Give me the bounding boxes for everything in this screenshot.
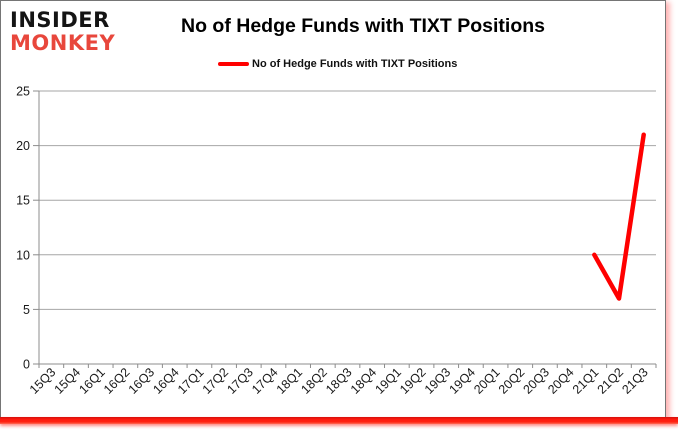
x-axis-label: 20Q2 — [496, 365, 528, 397]
chart-canvas: 051015202515Q315Q416Q116Q216Q316Q417Q117… — [16, 85, 657, 397]
x-axis-label: 21Q2 — [595, 365, 627, 397]
x-axis-label: 17Q2 — [200, 365, 232, 397]
x-axis-label: 19Q1 — [372, 365, 404, 397]
x-axis-label: 20Q4 — [545, 365, 577, 397]
y-axis-label: 10 — [16, 248, 30, 262]
y-axis-label: 25 — [16, 85, 30, 99]
logo-line-monkey: MONKEY — [10, 31, 116, 55]
x-axis-label: 16Q3 — [126, 365, 158, 397]
x-axis-label: 17Q1 — [175, 365, 207, 397]
x-axis-label: 17Q4 — [249, 365, 281, 397]
y-axis-label: 15 — [16, 194, 30, 208]
x-axis-label: 20Q1 — [471, 365, 503, 397]
x-axis-label: 16Q1 — [76, 365, 108, 397]
x-axis-label: 15Q4 — [52, 365, 84, 397]
x-axis-label: 16Q2 — [101, 365, 133, 397]
x-axis-label: 20Q3 — [520, 365, 552, 397]
x-axis-label: 19Q4 — [446, 365, 478, 397]
x-axis-label: 17Q3 — [224, 365, 256, 397]
x-axis-label: 15Q3 — [27, 365, 59, 397]
red-bottom-bar — [0, 417, 678, 424]
insider-monkey-logo: INSIDER MONKEY — [10, 9, 115, 55]
x-axis-label: 19Q3 — [422, 365, 454, 397]
x-axis-label: 21Q3 — [619, 365, 651, 397]
chart-frame — [0, 0, 666, 418]
data-line — [592, 132, 646, 301]
x-axis-label: 21Q1 — [570, 365, 602, 397]
legend-label: No of Hedge Funds with TIXT Positions — [252, 58, 458, 70]
x-axis-label: 16Q4 — [150, 365, 182, 397]
y-axis-label: 5 — [23, 303, 30, 317]
y-axis-label: 20 — [16, 139, 30, 153]
x-axis-label: 18Q4 — [348, 365, 380, 397]
x-axis-label: 19Q2 — [397, 365, 429, 397]
legend-line-icon — [218, 62, 249, 66]
x-axis-label: 18Q2 — [298, 365, 330, 397]
logo-line-insider: INSIDER — [10, 8, 110, 32]
legend: No of Hedge Funds with TIXT Positions — [218, 58, 457, 70]
chart-title: No of Hedge Funds with TIXT Positions — [181, 15, 545, 37]
x-axis-label: 18Q3 — [323, 365, 355, 397]
x-axis-label: 18Q1 — [274, 365, 306, 397]
y-axis-label: 0 — [23, 358, 30, 372]
